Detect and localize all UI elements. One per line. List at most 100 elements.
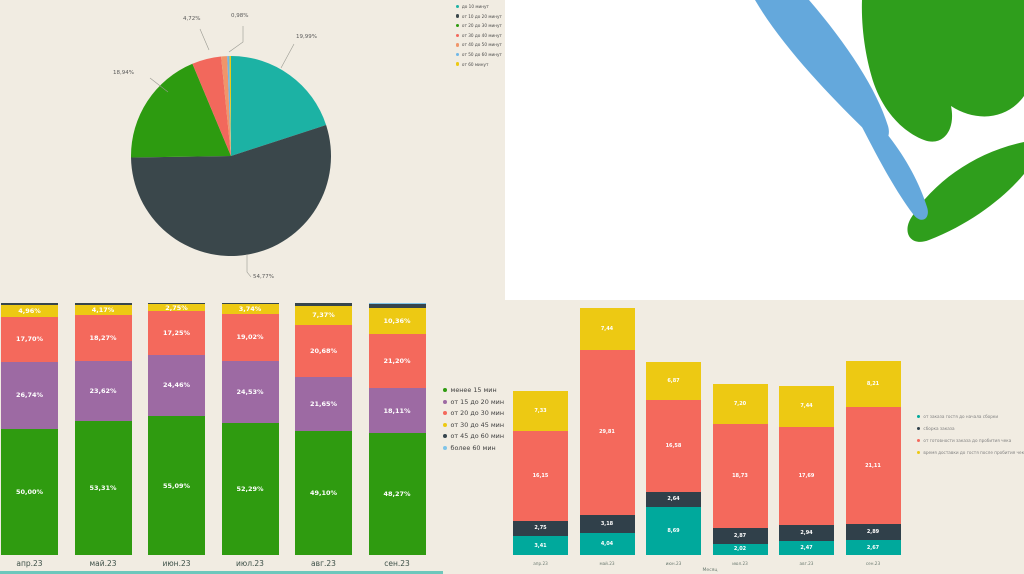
legend-label: от 40 до 50 минут — [461, 42, 502, 48]
legend-item: от 30 до 45 мин — [443, 421, 504, 429]
bar-segment — [74, 303, 132, 305]
bar-segment: 50,00% — [1, 429, 58, 555]
pie-label-slice3: 18,94% — [113, 70, 134, 76]
bar-segment: 53,31% — [74, 420, 132, 555]
legend-item: от заказа гостя до начала сборки — [917, 414, 1024, 419]
logo-panel — [505, 0, 1024, 300]
bar-segment: 3,18 — [579, 515, 635, 533]
bar-segment: 52,29% — [221, 423, 279, 555]
legend-item: более 60 мин — [443, 444, 504, 452]
x-axis-label: авг.23 — [799, 561, 814, 566]
legend-item: от 40 до 50 минут — [456, 42, 502, 47]
bar-segment: 7,20 — [712, 383, 768, 424]
bar-stack: 52,29% 24,53% 19,02% 3,74% — [221, 303, 279, 555]
bar-stack: 48,27% 18,11% 21,20% 10,36% — [368, 303, 426, 555]
minutes-stacked-bar-chart: 3,41 2,75 16,15 7,33 апр.23 4,04 3,18 29,81 7,44… — [508, 300, 912, 574]
x-axis-label: сен.23 — [384, 559, 410, 568]
legend-item: от 30 до 40 минут — [456, 33, 502, 38]
bar-segment: 18,27% — [74, 315, 132, 362]
pie-slice — [131, 125, 331, 256]
legend-label: от 30 до 40 минут — [461, 32, 502, 38]
bar-column: 2,47 2,94 17,69 7,44 авг.23 — [779, 300, 834, 574]
bar-stack: 3,41 2,75 16,15 7,33 — [513, 390, 568, 555]
bar-segment: 2,89 — [845, 524, 901, 541]
bar-segment — [148, 303, 205, 305]
x-axis-label: июл.23 — [732, 561, 748, 566]
bar-stack: 2,47 2,94 17,69 7,44 — [779, 385, 834, 555]
legend-item: время доставки до гостя после пробития ч… — [917, 450, 1024, 455]
bar-segment: 2,75% — [148, 304, 205, 312]
x-axis-label: июн.23 — [162, 559, 191, 568]
legend-label: от 20 до 30 минут — [461, 23, 502, 29]
legend-swatch-icon — [917, 450, 921, 455]
bar-segment: 19,02% — [221, 313, 279, 362]
legend-swatch-icon — [443, 411, 447, 416]
legend-swatch-icon — [456, 23, 460, 28]
legend-item: до 10 минут — [456, 4, 502, 9]
bar-stack: 4,04 3,18 29,81 7,44 — [579, 308, 635, 555]
x-axis-title: Месяц — [702, 568, 718, 573]
x-axis-label: июл.23 — [236, 559, 264, 568]
bottom-accent-strip — [0, 571, 443, 574]
pie-label-slice5: 0,98% — [231, 13, 249, 19]
legend-swatch-icon — [456, 4, 460, 9]
bar-segment: 17,70% — [1, 317, 58, 362]
legend-swatch-icon — [917, 438, 921, 443]
bar-stack: 53,31% 23,62% 18,27% 4,17% — [74, 303, 132, 555]
pie-slice — [221, 56, 231, 156]
bar-segment: 4,04 — [579, 532, 635, 555]
legend-swatch-icon — [456, 43, 460, 47]
bar-segment: 49,10% — [295, 431, 352, 555]
pie-legend: до 10 минут от 10 до 20 минут от 20 до 30 … — [456, 4, 502, 67]
x-axis-label: апр.23 — [533, 561, 548, 566]
bar-segment: 4,96% — [1, 304, 58, 318]
bar-segment: 7,44 — [779, 385, 834, 427]
bar-segment: 21,65% — [295, 376, 352, 432]
x-axis-label: апр.23 — [16, 559, 43, 568]
bar-segment: 29,81 — [579, 349, 635, 516]
bar-segment: 8,69 — [646, 506, 701, 555]
legend-swatch-icon — [456, 52, 460, 57]
bar-segment — [295, 303, 352, 307]
legend-swatch-icon — [917, 414, 921, 419]
legend-item: от 10 до 20 минут — [456, 14, 502, 19]
bar-segment: 7,37% — [295, 306, 352, 325]
bar-segment: 6,87 — [646, 362, 701, 401]
pie-chart — [130, 26, 331, 278]
bar-segment: 24,53% — [221, 361, 279, 424]
legend-label: время доставки до гостя после пробития ч… — [923, 450, 1024, 455]
legend-swatch-icon — [443, 422, 447, 427]
legend-swatch-icon — [443, 434, 447, 439]
legend-label: от 10 до 20 минут — [461, 13, 502, 19]
legend-item: от готовности заказа до пробития чека — [917, 438, 1024, 443]
pct-stacked-bar-chart: 50,00% 26,74% 17,70% 4,96% апр.23 53,31% 23,62… — [1, 303, 439, 574]
bar-segment: 18,11% — [368, 387, 426, 434]
bar-column: 3,41 2,75 16,15 7,33 апр.23 — [513, 300, 568, 574]
bar-stack: 2,02 2,87 18,73 7,20 — [712, 383, 768, 555]
bar-segment: 2,67 — [845, 540, 901, 555]
legend-item: от 45 до 60 мин — [443, 432, 504, 440]
bar-segment: 17,69 — [779, 426, 834, 526]
pie-label-slice4: 4,72% — [183, 16, 201, 22]
legend-item: менее 15 мин — [443, 386, 504, 394]
legend-swatch-icon — [456, 14, 460, 18]
bar-segment: 2,75 — [513, 520, 568, 537]
pie-slice — [229, 55, 231, 156]
bar-segment: 2,64 — [646, 492, 701, 507]
legend-label: до 10 минут — [461, 4, 489, 9]
bar-segment: 48,27% — [368, 433, 426, 555]
legend-item: от 60 минут — [456, 62, 502, 67]
bar-stack: 8,69 2,64 16,58 6,87 — [646, 362, 701, 555]
bar-segment: 24,46% — [148, 354, 205, 417]
legend-label: от 50 до 60 минут — [461, 51, 502, 57]
bar-segment: 18,73 — [712, 423, 768, 528]
x-axis-label: май.23 — [89, 559, 117, 568]
minutes-chart-legend: от заказа гостя до начала сборки сборка з… — [917, 414, 1024, 455]
x-axis-label: авг.23 — [311, 559, 336, 568]
legend-item: от 50 до 60 минут — [456, 52, 502, 57]
logo-blue-stroke-icon — [859, 111, 928, 220]
bar-stack: 50,00% 26,74% 17,70% 4,96% — [1, 303, 58, 555]
bar-segment: 23,62% — [74, 361, 132, 421]
bar-stack: 55,09% 24,46% 17,25% 2,75% — [148, 303, 205, 555]
